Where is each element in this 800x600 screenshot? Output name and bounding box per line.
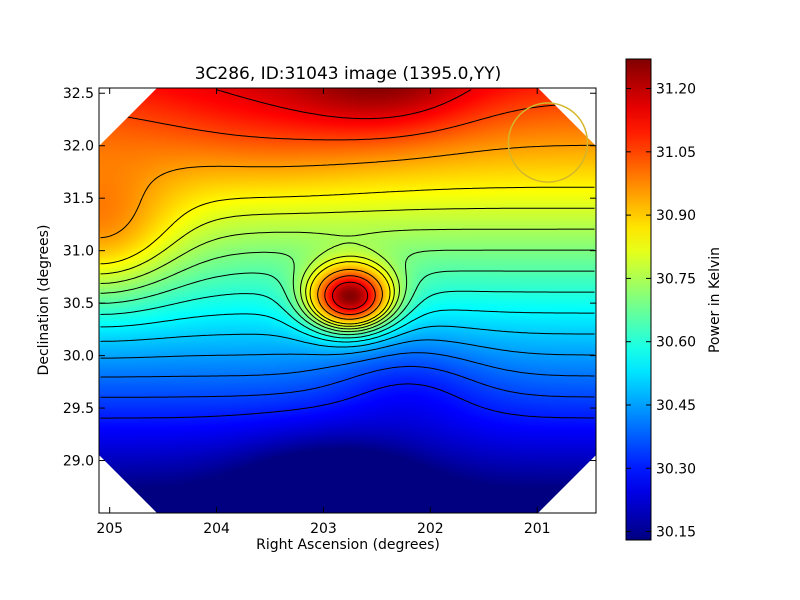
- colorbar-tick-label: 31.05: [656, 145, 696, 161]
- chart-title: 3C286, ID:31043 image (1395.0,YY): [195, 64, 502, 84]
- contour-line: [100, 309, 595, 343]
- y-tick-label: 29.5: [63, 401, 94, 417]
- y-axis-ticks: 29.0 29.5 30.0 30.5 31.0 31.5 32.0 32.5: [63, 86, 596, 470]
- contour-line: [100, 290, 595, 339]
- y-tick-label: 32.0: [63, 139, 94, 155]
- contour-line: [100, 383, 595, 419]
- plot-frame: [98, 87, 597, 514]
- colorbar: 30.15 30.30 30.45 30.60 30.75 30.90 31.05 31.20…: [625, 58, 723, 541]
- y-tick-label: 31.5: [63, 191, 94, 207]
- plot-area: [98, 87, 597, 514]
- colorbar-fill: [626, 59, 651, 540]
- colorbar-tick-label: 31.20: [656, 82, 696, 98]
- contour-line: [100, 325, 595, 348]
- x-tick-label: 204: [203, 521, 230, 537]
- colorbar-tick-label: 30.90: [656, 208, 696, 224]
- heatmap-image: [99, 88, 596, 513]
- contour-line: [100, 144, 595, 320]
- contour-line: [100, 186, 595, 325]
- colorbar-label: Power in Kelvin: [707, 247, 723, 353]
- y-tick-label: 31.0: [63, 244, 94, 260]
- colorbar-tick-label: 30.30: [656, 461, 696, 477]
- contour-lines: [100, 89, 595, 419]
- colorbar-tick-label: 30.45: [656, 398, 696, 414]
- contour-line: [100, 270, 595, 336]
- x-tick-label: 201: [524, 521, 551, 537]
- y-tick-label: 30.5: [63, 296, 94, 312]
- contour-line: [100, 207, 595, 327]
- y-tick-label: 29.0: [63, 454, 94, 470]
- contour-line: [100, 352, 595, 378]
- y-tick-label: 30.0: [63, 349, 94, 365]
- beam-circle: [507, 102, 589, 183]
- x-axis-label: Right Ascension (degrees): [256, 537, 440, 553]
- x-tick-label: 203: [310, 521, 337, 537]
- y-tick-label: 32.5: [63, 86, 94, 102]
- x-axis-ticks: 205 204 203 202 201: [96, 88, 551, 537]
- contour-line: [100, 339, 595, 359]
- contour-line: [100, 365, 595, 398]
- colorbar-tick-label: 30.60: [656, 335, 696, 351]
- colorbar-tick-label: 30.75: [656, 271, 696, 287]
- x-tick-label: 205: [96, 521, 123, 537]
- colorbar-frame: [625, 58, 652, 541]
- x-tick-label: 202: [417, 521, 444, 537]
- contour-line: [100, 249, 595, 333]
- colorbar-ticks: 30.15 30.30 30.45 30.60 30.75 30.90 31.05 31.20: [626, 82, 696, 541]
- contour-line: [100, 228, 595, 330]
- colorbar-tick-label: 30.15: [656, 525, 696, 541]
- y-axis-label: Declination (degrees): [36, 225, 52, 376]
